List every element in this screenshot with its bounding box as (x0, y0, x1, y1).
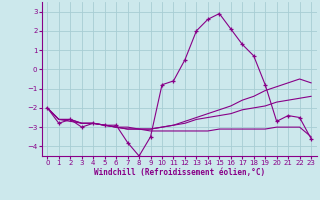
X-axis label: Windchill (Refroidissement éolien,°C): Windchill (Refroidissement éolien,°C) (94, 168, 265, 177)
